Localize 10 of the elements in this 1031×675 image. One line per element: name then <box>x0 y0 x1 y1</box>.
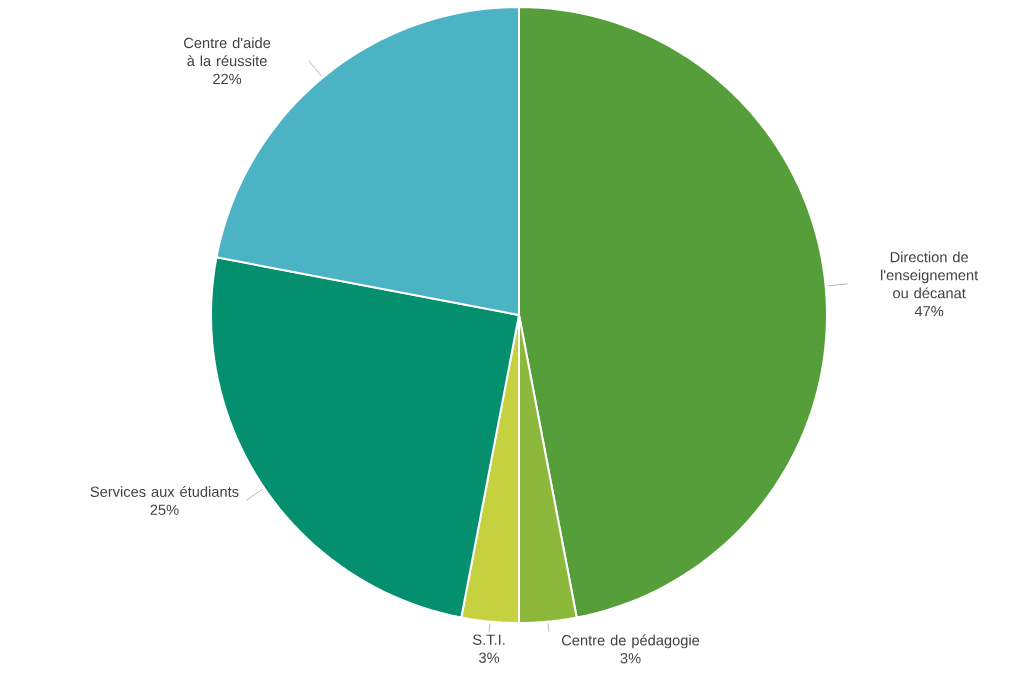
data-label: 3% <box>479 652 500 663</box>
slice-label: Centre de pédagogie <box>561 634 700 649</box>
slice-label: Centre d'aide à la réussite <box>184 37 271 67</box>
data-label: 47% <box>914 306 944 317</box>
slice-label: Services aux étudiants <box>90 486 239 497</box>
data-label: 25% <box>150 504 179 515</box>
slice-label: S.T.I. <box>473 634 505 645</box>
slice-label: Direction de l'enseignement ou décanat <box>881 251 979 299</box>
data-label: 3% <box>620 653 641 664</box>
data-label: 22% <box>213 73 242 85</box>
